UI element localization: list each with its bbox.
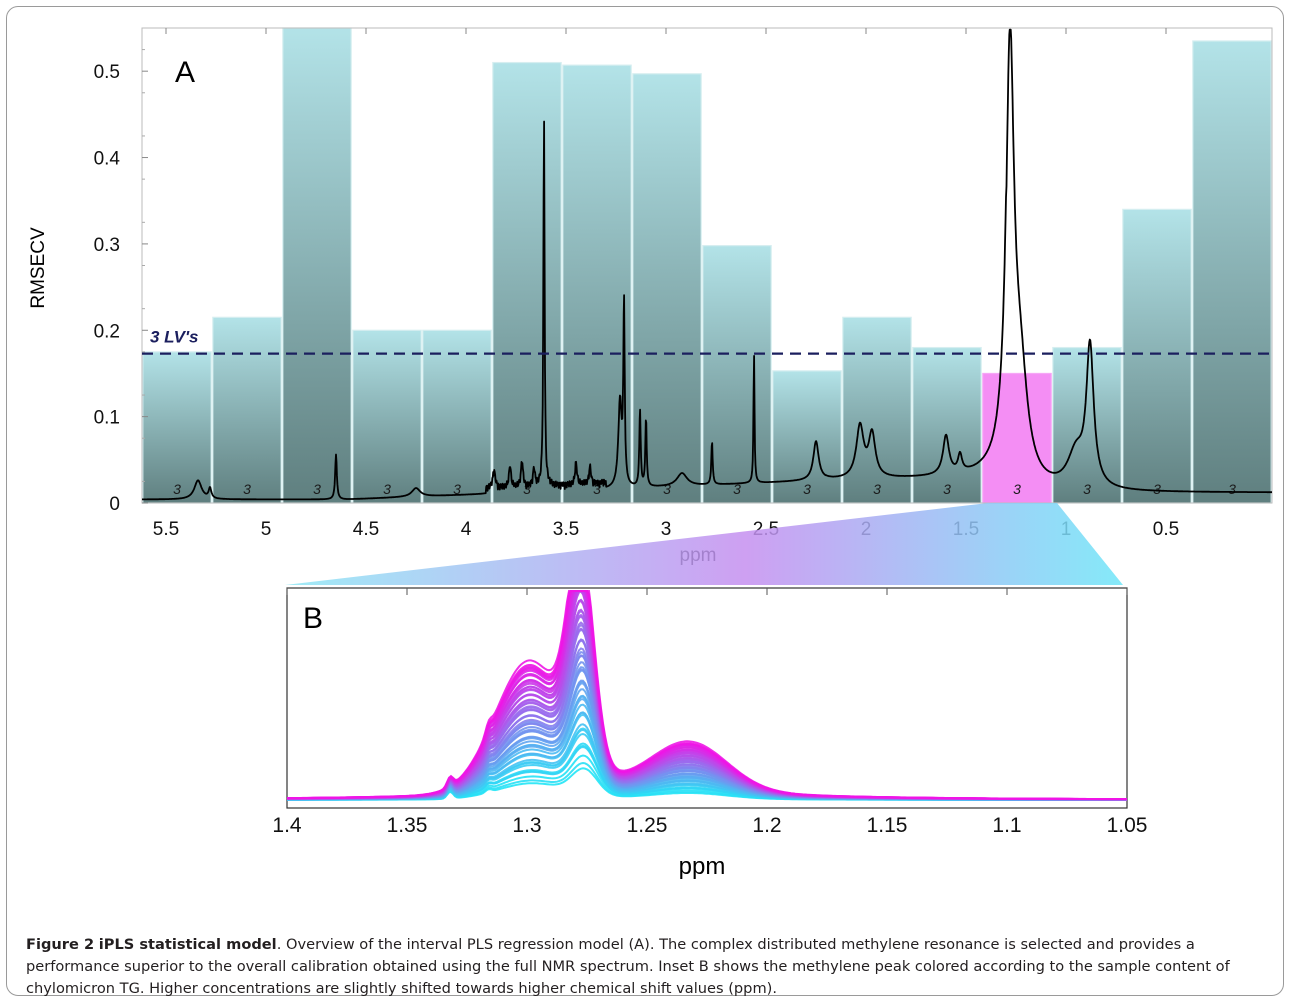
rmsecv-bar	[1122, 208, 1192, 504]
rmsecv-bar	[632, 73, 702, 504]
y-tick-label: 0	[109, 494, 120, 515]
panel-b-x-tick-label: 1.1	[992, 814, 1021, 837]
rmsecv-bar	[842, 316, 912, 504]
caption-title: iPLS statistical model	[98, 936, 277, 953]
panel-b-x-tick-label: 1.4	[272, 814, 302, 837]
panel-b-x-tick-label: 1.05	[1107, 814, 1148, 837]
top-axis-ticks	[165, 28, 1167, 34]
panel-b-x-tick-labels: 1.4 1.35 1.3 1.25 1.2 1.15 1.1 1.05	[272, 814, 1147, 837]
y-axis-title: RMSECV	[28, 227, 49, 309]
x-tick-label: 3.5	[553, 519, 579, 540]
x-tick-label: 5.5	[153, 519, 179, 540]
lv-count-label: 3	[1153, 481, 1161, 497]
lv-count-label: 3	[593, 481, 601, 497]
zoom-connector	[285, 503, 1123, 585]
lv-count-label: 3	[803, 481, 811, 497]
rmsecv-bar	[982, 372, 1052, 504]
lv-labels: 3 3 3 3 3 3 3 3 3 3 3 3 3 3 3 3	[173, 481, 1236, 497]
x-tick-label: 4.5	[353, 519, 379, 540]
lv-reference-label: 3 LV's	[150, 328, 198, 347]
y-tick-label: 0.4	[94, 149, 121, 170]
panel-b-x-tick-label: 1.2	[752, 814, 781, 837]
panel-b-x-tick-label: 1.35	[387, 814, 428, 837]
panel-b-x-tick-label: 1.3	[512, 814, 541, 837]
x-tick-label: 0.5	[1153, 519, 1179, 540]
inset-spectra-lines	[286, 590, 1128, 801]
y-tick-label: 0.5	[94, 62, 120, 83]
figure-svg: 3 3 3 3 3 3 3 3 3 3 3 3 3 3 3 3 0 0.1 0.2 0.3 0.4 0.5 3 LV's…	[28, 27, 1273, 880]
caption-text: . Overview of the interval PLS regressio…	[26, 936, 1230, 997]
lv-count-label: 3	[313, 481, 321, 497]
panel-b-label: B	[303, 602, 323, 635]
panel-b-x-tick-label: 1.25	[627, 814, 668, 837]
caption-label: Figure 2	[26, 936, 95, 953]
y-tick-label: 0.3	[94, 235, 120, 256]
x-tick-label: 4	[461, 519, 472, 540]
y-axis-ticks: 0 0.1 0.2 0.3 0.4 0.5	[94, 49, 148, 515]
rmsecv-bar	[142, 351, 212, 504]
lv-count-label: 3	[173, 481, 181, 497]
x-tick-label: 5	[261, 519, 272, 540]
panel-b-top-ticks	[286, 588, 1128, 595]
rmsecv-bar	[912, 346, 982, 504]
lv-count-label: 3	[243, 481, 251, 497]
x-tick-label: 3	[661, 519, 672, 540]
lv-count-label: 3	[523, 481, 531, 497]
lv-count-label: 3	[383, 481, 391, 497]
rmsecv-bar	[282, 27, 352, 504]
rmsecv-bar	[422, 329, 492, 504]
panel-b: B 1.4 1.35 1.3 1.25 1.2 1.15 1.1 1.05 ppm	[272, 587, 1147, 880]
rmsecv-bar	[212, 316, 282, 504]
rmsecv-bar	[352, 329, 422, 504]
rmsecv-bar	[492, 61, 562, 504]
rmsecv-bar	[562, 64, 632, 504]
rmsecv-bars	[142, 27, 1272, 504]
lv-count-label: 3	[733, 481, 741, 497]
panel-b-x-tick-label: 1.15	[867, 814, 908, 837]
panel-a-label: A	[175, 56, 195, 89]
rmsecv-bar	[1192, 40, 1272, 504]
inset-spectrum-line	[287, 590, 1127, 801]
lv-count-label: 3	[1013, 481, 1021, 497]
lv-count-label: 3	[873, 481, 881, 497]
figure-caption: Figure 2 iPLS statistical model. Overvie…	[26, 934, 1266, 1000]
lv-count-label: 3	[663, 481, 671, 497]
y-tick-label: 0.1	[94, 408, 120, 429]
nmr-spectrum-line	[141, 28, 1273, 501]
lv-count-label: 3	[1228, 481, 1236, 497]
lv-count-label: 3	[943, 481, 951, 497]
panel-a: 3 3 3 3 3 3 3 3 3 3 3 3 3 3 3 3 0 0.1 0.2 0.3 0.4 0.5 3 LV's…	[28, 27, 1273, 566]
lv-count-label: 3	[453, 481, 461, 497]
rmsecv-bar	[702, 245, 772, 504]
y-tick-label: 0.2	[94, 321, 120, 342]
lv-count-label: 3	[1083, 481, 1091, 497]
panel-b-x-axis-title: ppm	[679, 853, 726, 880]
